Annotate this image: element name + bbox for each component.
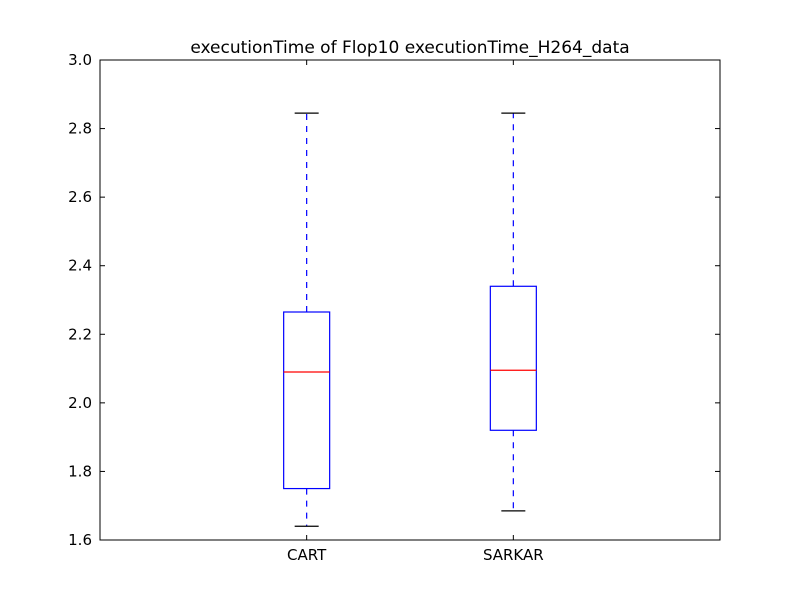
y-tick-label: 1.8: [68, 462, 92, 480]
y-tick-label: 2.4: [68, 257, 92, 275]
y-tick-label: 1.6: [68, 531, 92, 549]
iqr-box: [283, 311, 331, 490]
y-tick-label: 2.6: [68, 188, 92, 206]
box-cart: [283, 112, 331, 527]
chart-title: executionTime of Flop10 executionTime_H2…: [190, 38, 629, 58]
plot-area: [99, 59, 721, 541]
y-tick-label: 2.8: [68, 120, 92, 138]
x-tick-label: SARKAR: [483, 546, 544, 564]
iqr-box: [489, 285, 537, 431]
y-tick-label: 3.0: [68, 51, 92, 69]
x-axis-ticks: CART SARKAR: [287, 60, 544, 564]
y-axis-ticks: 1.6 1.8 2.0 2.2 2.4 2.6 2.8 3.0: [68, 51, 720, 549]
boxplot-boxes: [283, 112, 537, 527]
x-tick-label: CART: [287, 546, 327, 564]
y-tick-label: 2.0: [68, 394, 92, 412]
box-sarkar: [489, 112, 537, 512]
y-tick-label: 2.2: [68, 325, 92, 343]
